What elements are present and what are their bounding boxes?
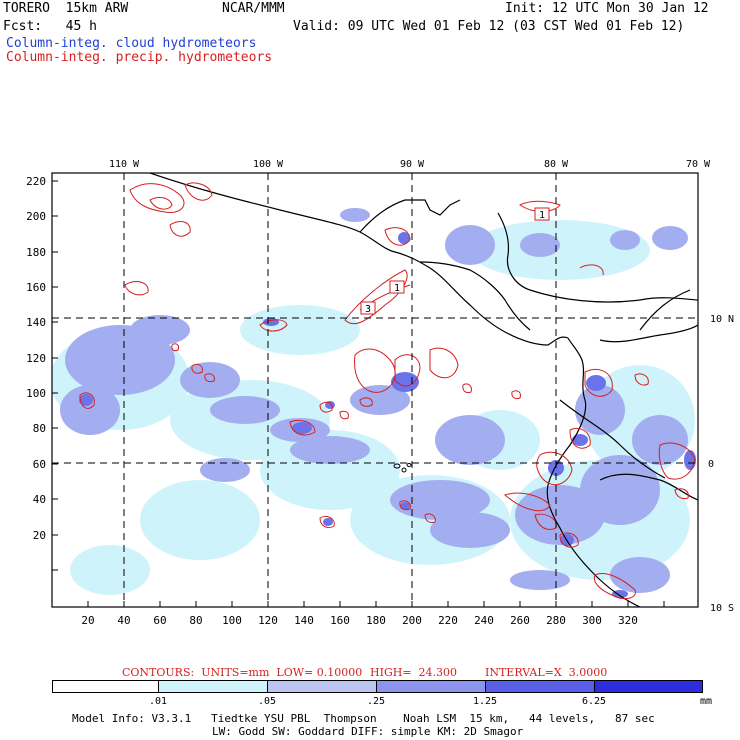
y-tick-label: 180	[26, 246, 46, 259]
colorbar-unit: mm	[699, 696, 713, 707]
x-tick-label: 200	[402, 614, 422, 627]
lon-label: 110 W	[109, 159, 140, 170]
colorbar-label: .05	[257, 696, 277, 707]
model-name: TORERO 15km ARW	[3, 1, 129, 16]
lon-label: 90 W	[400, 159, 425, 170]
colorbar-segment	[52, 680, 159, 693]
y-tick-label: 220	[26, 175, 46, 188]
y-tick-label: 200	[26, 210, 46, 223]
colorbar-segment	[158, 680, 268, 693]
contour-label: 3	[365, 304, 371, 315]
latlon-grid	[52, 173, 698, 607]
contour-high: HIGH= 24.300	[370, 666, 458, 679]
colorbar-segment	[485, 680, 595, 693]
colorbar-segment	[376, 680, 486, 693]
y-tick-label: 80	[33, 422, 46, 435]
lat-label: 10 N	[710, 314, 734, 325]
x-tick-label: 100	[222, 614, 242, 627]
valid-time: Valid: 09 UTC Wed 01 Feb 12 (03 CST Wed …	[293, 19, 685, 34]
field-precip-label: Column-integ. precip. hydrometeors	[6, 50, 273, 65]
x-tick-label: 260	[510, 614, 530, 627]
x-tick-label: 240	[474, 614, 494, 627]
colorbar-label: 1.25	[472, 696, 498, 707]
physics-info-line: LW: Godd SW: Goddard DIFF: simple KM: 2D…	[212, 725, 524, 738]
y-tick-label: 120	[26, 352, 46, 365]
x-tick-label: 320	[618, 614, 638, 627]
contour-labels: 1 1 3	[360, 207, 550, 315]
x-tick-label: 20	[81, 614, 94, 627]
field-cloud-label: Column-integ. cloud hydrometeors	[6, 36, 257, 51]
x-tick-label: 60	[153, 614, 166, 627]
colorbar-segment	[267, 680, 377, 693]
map-frame	[51, 172, 699, 608]
forecast-hour: Fcst: 45 h	[3, 19, 97, 34]
coastlines	[149, 173, 698, 607]
y-tick-label: 20	[33, 529, 46, 542]
contour-interval: INTERVAL=X 3.0000	[485, 666, 608, 679]
y-tick-label: 140	[26, 316, 46, 329]
x-tick-label: 40	[117, 614, 130, 627]
y-tick-label: 160	[26, 281, 46, 294]
center-name: NCAR/MMM	[222, 1, 285, 16]
colorbar-label: 6.25	[581, 696, 607, 707]
contour-label: 1	[394, 283, 400, 294]
y-tick-label: 100	[26, 387, 46, 400]
cloud-shading	[52, 208, 696, 598]
colorbar-label: .25	[366, 696, 386, 707]
colorbar-segment	[594, 680, 703, 693]
lat-label: 0	[708, 459, 714, 470]
contour-label: 1	[539, 210, 545, 221]
x-tick-label: 180	[366, 614, 386, 627]
x-tick-label: 120	[258, 614, 278, 627]
x-tick-label: 300	[582, 614, 602, 627]
y-tick-label: 60	[33, 458, 46, 471]
lon-label: 100 W	[253, 159, 284, 170]
lon-label: 80 W	[544, 159, 569, 170]
galapagos-islands	[393, 463, 412, 473]
x-tick-label: 140	[294, 614, 314, 627]
colorbar-label: .01	[148, 696, 168, 707]
x-tick-label: 220	[438, 614, 458, 627]
x-tick-label: 80	[189, 614, 202, 627]
model-info-line: Model Info: V3.3.1 Tiedtke YSU PBL Thomp…	[72, 712, 655, 725]
contour-units: CONTOURS: UNITS=mm LOW= 0.10000	[122, 666, 363, 679]
axis-ticks	[52, 180, 665, 607]
x-tick-label: 280	[546, 614, 566, 627]
lat-label: 10 S	[710, 603, 734, 614]
init-time: Init: 12 UTC Mon 30 Jan 12	[505, 1, 709, 16]
y-tick-label: 40	[33, 493, 46, 506]
x-tick-label: 160	[330, 614, 350, 627]
lon-label: 70 W	[686, 159, 711, 170]
